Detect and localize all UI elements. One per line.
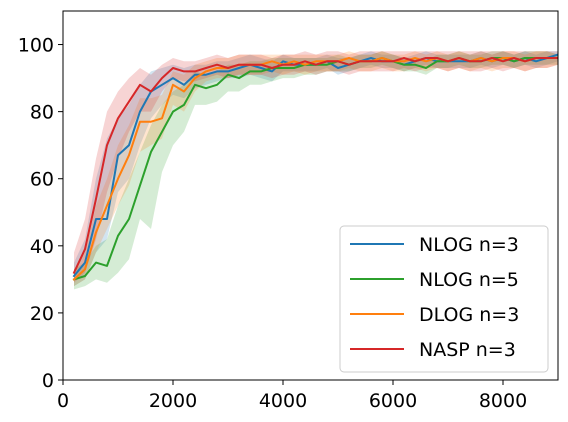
legend-label: NLOG n=5 (419, 269, 519, 291)
x-tick-label: 2000 (149, 390, 197, 412)
x-tick-label: 4000 (259, 390, 307, 412)
line-series-4 (72, 57, 558, 275)
y-tick-label: 60 (30, 169, 54, 191)
x-tick-label: 6000 (369, 390, 417, 412)
x-tick-label: 8000 (479, 390, 527, 412)
legend-label: NASP n=3 (419, 339, 516, 361)
y-tick-label: 0 (42, 370, 54, 392)
confidence-bands (74, 51, 558, 290)
y-axis: 0 20 40 60 80 100 (18, 35, 63, 392)
y-tick-label: 100 (18, 35, 54, 57)
legend-label: NLOG n=3 (419, 234, 519, 256)
legend-box (339, 225, 549, 373)
plot-frame (62, 10, 559, 381)
y-tick-label: 20 (30, 303, 54, 325)
legend-label: DLOG n=3 (419, 304, 519, 326)
y-tick-label: 40 (30, 236, 54, 258)
x-axis: 0 2000 4000 6000 8000 (57, 380, 527, 412)
x-tick-label: 0 (57, 390, 69, 412)
band-series-2 (74, 51, 558, 290)
y-tick-label: 80 (30, 102, 54, 124)
series-lines (72, 53, 558, 281)
legend: NLOG n=3 NLOG n=5 DLOG n=3 NASP n=3 (339, 225, 549, 373)
line-series-3 (72, 57, 558, 281)
